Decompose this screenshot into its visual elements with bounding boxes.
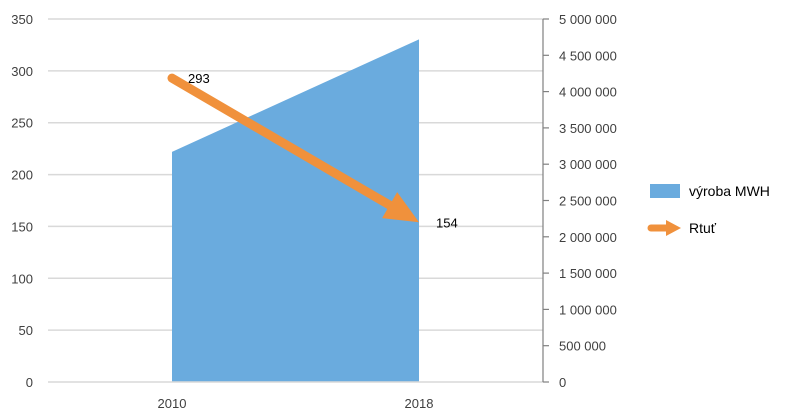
axes xyxy=(48,18,549,383)
legend-swatch-rtut-arrowhead xyxy=(666,220,681,236)
data-label: 293 xyxy=(188,71,210,86)
left-axis-tick-label: 150 xyxy=(11,219,33,234)
left-axis-tick-label: 0 xyxy=(26,375,33,390)
left-axis-tick-label: 100 xyxy=(11,271,33,286)
data-label: 154 xyxy=(436,215,458,230)
x-axis-tick-label: 2018 xyxy=(405,396,434,411)
legend-label: Rtuť xyxy=(689,220,717,236)
right-axis-tick-label: 5 000 000 xyxy=(559,12,617,27)
area-series-layer xyxy=(172,39,419,382)
x-axis-tick-label: 2010 xyxy=(158,396,187,411)
line-series-rtut xyxy=(167,73,395,210)
right-axis-tick-label: 2 500 000 xyxy=(559,194,617,209)
right-axis-tick-label: 3 000 000 xyxy=(559,157,617,172)
right-axis-tick-label: 500 000 xyxy=(559,339,606,354)
line-series-rtut-arrowhead xyxy=(382,192,419,223)
legend: výroba MWH Rtuť xyxy=(647,183,770,236)
left-axis-tick-labels: 0 50 100 150 200 250 300 350 xyxy=(11,12,33,390)
left-axis-tick-label: 200 xyxy=(11,168,33,183)
right-axis-tick-label: 2 000 000 xyxy=(559,230,617,245)
right-axis-tick-label: 0 xyxy=(559,375,566,390)
right-axis-tick-label: 4 000 000 xyxy=(559,85,617,100)
right-axis-tick-labels: 0 500 000 1 000 000 1 500 000 2 000 000 2 500… xyxy=(559,12,617,390)
x-axis-tick-labels: 2010 2018 xyxy=(158,396,434,411)
legend-label: výroba MWH xyxy=(689,183,770,199)
line-series-layer xyxy=(167,73,419,223)
right-axis-tick-label: 4 500 000 xyxy=(559,48,617,63)
left-axis-tick-label: 50 xyxy=(19,323,33,338)
left-axis-tick-label: 300 xyxy=(11,64,33,79)
right-axis-tick-label: 1 000 000 xyxy=(559,302,617,317)
data-labels: 293 154 xyxy=(188,71,458,230)
right-axis-tick-label: 1 500 000 xyxy=(559,266,617,281)
left-axis-tick-label: 350 xyxy=(11,12,33,27)
left-axis-tick-label: 250 xyxy=(11,116,33,131)
legend-swatch-vyroba-mwh xyxy=(650,184,680,198)
area-series-vyroba-mwh xyxy=(172,39,419,382)
right-axis-tick-label: 3 500 000 xyxy=(559,121,617,136)
